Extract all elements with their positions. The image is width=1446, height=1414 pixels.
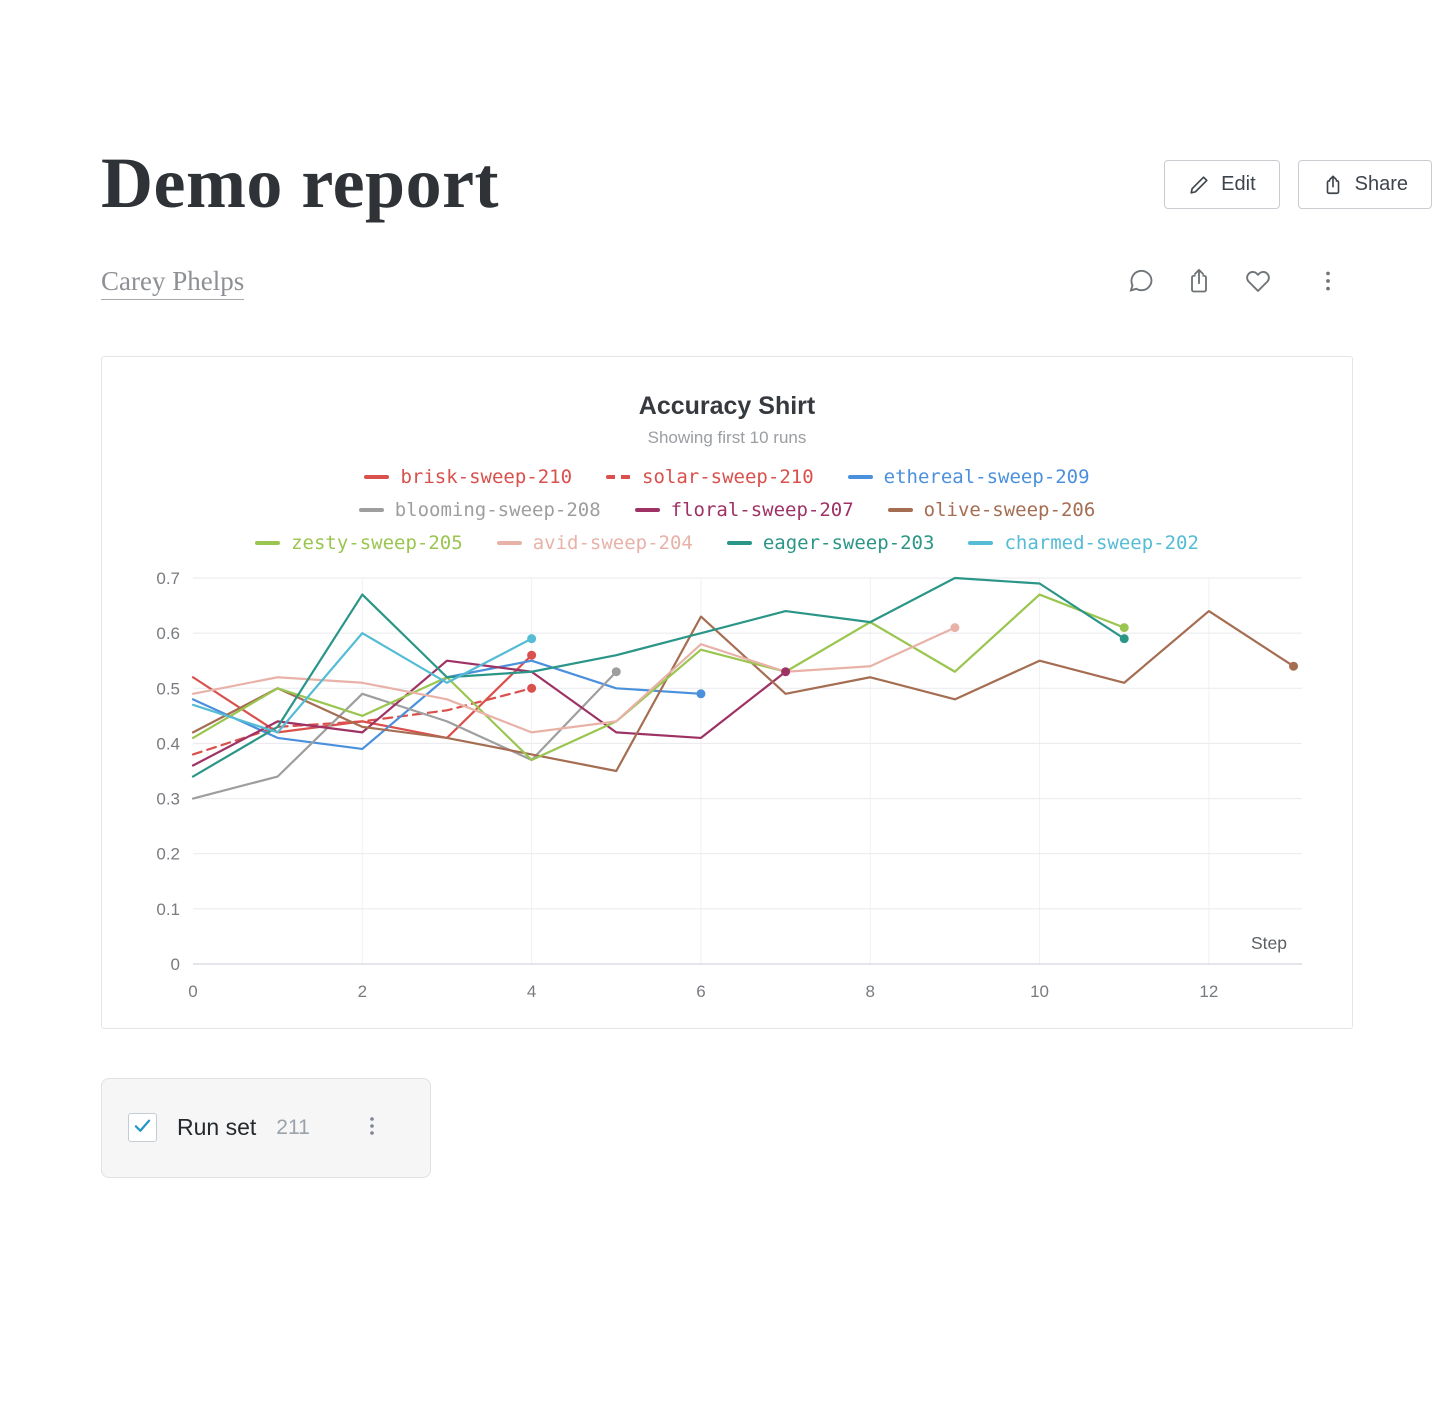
legend-item-ethereal-sweep-209[interactable]: ethereal-sweep-209 <box>847 465 1090 488</box>
legend-line-swatch <box>358 507 384 512</box>
author-link[interactable]: Carey Phelps <box>101 266 245 300</box>
svg-text:0.7: 0.7 <box>156 569 180 588</box>
chart-title: Accuracy Shirt <box>638 391 816 420</box>
svg-text:12: 12 <box>1199 982 1218 1001</box>
chart-panel: Accuracy Shirt Showing first 10 runs bri… <box>101 355 1353 1029</box>
svg-text:0.2: 0.2 <box>156 845 180 864</box>
legend-label: brisk-sweep-210 <box>400 465 573 488</box>
legend-line-swatch <box>496 540 522 545</box>
comment-icon <box>1127 267 1155 298</box>
legend-item-blooming-sweep-208[interactable]: blooming-sweep-208 <box>358 498 601 521</box>
run-set-checkbox[interactable] <box>128 1113 157 1143</box>
legend-item-olive-sweep-206[interactable]: olive-sweep-206 <box>887 498 1096 521</box>
run-set-kebab-icon <box>360 1113 384 1142</box>
series-line-floral-sweep-207[interactable] <box>191 659 787 767</box>
legend-label: blooming-sweep-208 <box>394 498 601 521</box>
svg-text:0.3: 0.3 <box>156 790 180 809</box>
svg-text:0.6: 0.6 <box>156 624 180 643</box>
run-set-label: Run set <box>177 1114 257 1141</box>
byline-row: Carey Phelps <box>101 266 1353 300</box>
legend-item-brisk-sweep-210[interactable]: brisk-sweep-210 <box>364 466 572 488</box>
series-endpoint-blooming-sweep-208 <box>611 667 621 677</box>
series-line-eager-sweep-203[interactable] <box>191 576 1126 778</box>
chart-subtitle: Showing first 10 runs <box>647 427 807 447</box>
legend-label: charmed-sweep-202 <box>1004 531 1199 554</box>
run-set-count: 211 <box>276 1115 310 1139</box>
series-endpoint-olive-sweep-206 <box>1289 661 1299 671</box>
legend-label: avid-sweep-204 <box>532 531 693 554</box>
edit-button-label: Edit <box>1221 173 1256 195</box>
export-icon <box>1185 267 1213 298</box>
line-chart[interactable]: 0 0.1 0.2 0.3 0.4 0.5 0.6 0.7 0 2 4 6 8 10 12 Step <box>102 567 1352 1012</box>
legend-label: ethereal-sweep-209 <box>883 465 1090 488</box>
legend-item-charmed-sweep-202[interactable]: charmed-sweep-202 <box>968 531 1199 554</box>
share-icon <box>1322 174 1344 196</box>
legend-line-swatch <box>255 540 281 545</box>
favorite-button[interactable] <box>1243 267 1273 298</box>
legend-label: eager-sweep-203 <box>762 531 935 554</box>
svg-text:0.4: 0.4 <box>156 735 180 754</box>
series-endpoint-solar-sweep-210 <box>527 683 537 693</box>
svg-text:8: 8 <box>866 982 875 1001</box>
run-set-panel[interactable]: Run set 211 <box>101 1077 431 1178</box>
series-endpoint-brisk-sweep-210 <box>527 650 537 660</box>
run-set-menu-button[interactable] <box>360 1113 384 1142</box>
pencil-icon <box>1188 174 1210 196</box>
legend-label: floral-sweep-207 <box>670 498 854 521</box>
legend-row: brisk-sweep-210 solar-sweep-210 ethereal-s… <box>102 460 1352 493</box>
svg-text:4: 4 <box>527 982 536 1001</box>
svg-text:0.1: 0.1 <box>156 900 180 919</box>
page-title: Demo report <box>101 143 500 223</box>
legend-row: zesty-sweep-205 avid-sweep-204 eager-sweep… <box>102 526 1352 559</box>
series-endpoint-avid-sweep-204 <box>950 623 960 633</box>
legend-line-swatch <box>726 540 752 545</box>
series-line-avid-sweep-204[interactable] <box>191 626 957 734</box>
chart-legend: brisk-sweep-210 solar-sweep-210 ethereal-s… <box>102 460 1352 559</box>
series-line-olive-sweep-206[interactable] <box>191 610 1295 773</box>
top-action-bar: Edit Share <box>1164 160 1432 209</box>
share-button[interactable]: Share <box>1297 160 1432 209</box>
svg-text:0.5: 0.5 <box>156 679 180 698</box>
legend-label: olive-sweep-206 <box>923 498 1096 521</box>
heart-icon <box>1243 267 1273 298</box>
series-line-zesty-sweep-205[interactable] <box>191 593 1126 762</box>
comment-button[interactable] <box>1127 267 1155 298</box>
svg-text:2: 2 <box>358 982 367 1001</box>
legend-line-swatch <box>887 507 913 512</box>
svg-text:10: 10 <box>1030 982 1049 1001</box>
x-axis-label: Step <box>1251 933 1287 953</box>
legend-item-solar-sweep-210[interactable]: solar-sweep-210 <box>606 466 814 488</box>
export-button[interactable] <box>1185 267 1213 298</box>
edit-button[interactable]: Edit <box>1164 160 1280 209</box>
legend-line-swatch <box>847 474 873 479</box>
series-endpoint-ethereal-sweep-209 <box>696 689 706 699</box>
legend-line-swatch <box>968 540 994 545</box>
legend-label: solar-sweep-210 <box>642 465 814 488</box>
legend-line-swatch <box>364 474 390 479</box>
kebab-menu-icon <box>1315 267 1341 298</box>
legend-item-avid-sweep-204[interactable]: avid-sweep-204 <box>496 531 693 554</box>
svg-text:0: 0 <box>188 982 197 1001</box>
series-endpoint-charmed-sweep-202 <box>527 634 537 644</box>
series-endpoint-eager-sweep-203 <box>1119 634 1129 644</box>
svg-text:6: 6 <box>696 982 705 1001</box>
series-endpoint-zesty-sweep-205 <box>1119 623 1129 633</box>
legend-line-swatch <box>634 507 660 512</box>
legend-label: zesty-sweep-205 <box>291 531 463 554</box>
series-endpoint-floral-sweep-207 <box>781 667 791 677</box>
series-line-blooming-sweep-208[interactable] <box>191 670 618 800</box>
legend-item-floral-sweep-207[interactable]: floral-sweep-207 <box>634 498 854 521</box>
series-line-charmed-sweep-202[interactable] <box>191 632 533 734</box>
legend-item-zesty-sweep-205[interactable]: zesty-sweep-205 <box>255 532 463 554</box>
report-menu-button[interactable] <box>1315 267 1341 298</box>
legend-item-eager-sweep-203[interactable]: eager-sweep-203 <box>726 531 935 554</box>
share-button-label: Share <box>1354 173 1408 195</box>
legend-row: blooming-sweep-208 floral-sweep-207 olive-… <box>102 493 1352 526</box>
legend-dashed-line-swatch <box>606 474 632 479</box>
check-icon <box>132 1115 153 1141</box>
series-line-ethereal-sweep-209[interactable] <box>191 659 703 751</box>
report-action-icons <box>1127 267 1341 298</box>
svg-text:0: 0 <box>171 955 180 974</box>
